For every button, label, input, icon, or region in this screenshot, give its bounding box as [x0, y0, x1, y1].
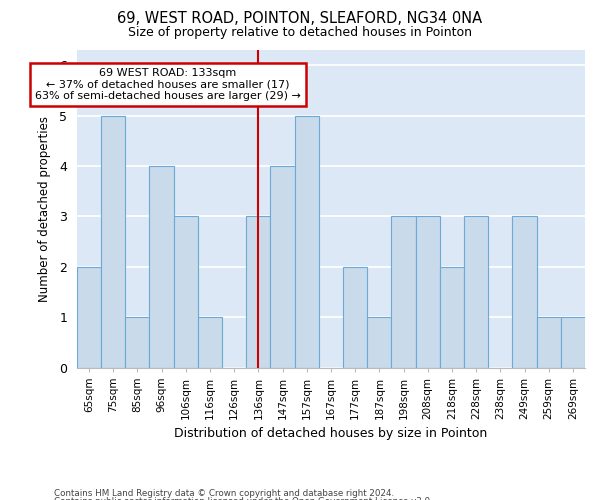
Bar	[561, 317, 585, 368]
Text: Size of property relative to detached houses in Pointon: Size of property relative to detached ho…	[128, 26, 472, 39]
Text: Contains HM Land Registry data © Crown copyright and database right 2024.: Contains HM Land Registry data © Crown c…	[54, 488, 394, 498]
Text: 69 WEST ROAD: 133sqm
← 37% of detached houses are smaller (17)
63% of semi-detac: 69 WEST ROAD: 133sqm ← 37% of detached h…	[35, 68, 301, 101]
Bar	[343, 266, 367, 368]
Y-axis label: Number of detached properties: Number of detached properties	[38, 116, 51, 302]
Bar	[198, 317, 222, 368]
X-axis label: Distribution of detached houses by size in Pointon: Distribution of detached houses by size …	[175, 427, 488, 440]
Bar	[101, 116, 125, 368]
Bar	[416, 216, 440, 368]
Bar	[440, 266, 464, 368]
Bar	[367, 317, 391, 368]
Bar	[125, 317, 149, 368]
Bar	[464, 216, 488, 368]
Bar	[149, 166, 173, 368]
Bar	[77, 266, 101, 368]
Bar	[173, 216, 198, 368]
Bar	[271, 166, 295, 368]
Bar	[391, 216, 416, 368]
Bar	[295, 116, 319, 368]
Text: 69, WEST ROAD, POINTON, SLEAFORD, NG34 0NA: 69, WEST ROAD, POINTON, SLEAFORD, NG34 0…	[118, 11, 482, 26]
Bar	[512, 216, 536, 368]
Bar	[536, 317, 561, 368]
Text: Contains public sector information licensed under the Open Government Licence v3: Contains public sector information licen…	[54, 498, 433, 500]
Bar	[246, 216, 271, 368]
